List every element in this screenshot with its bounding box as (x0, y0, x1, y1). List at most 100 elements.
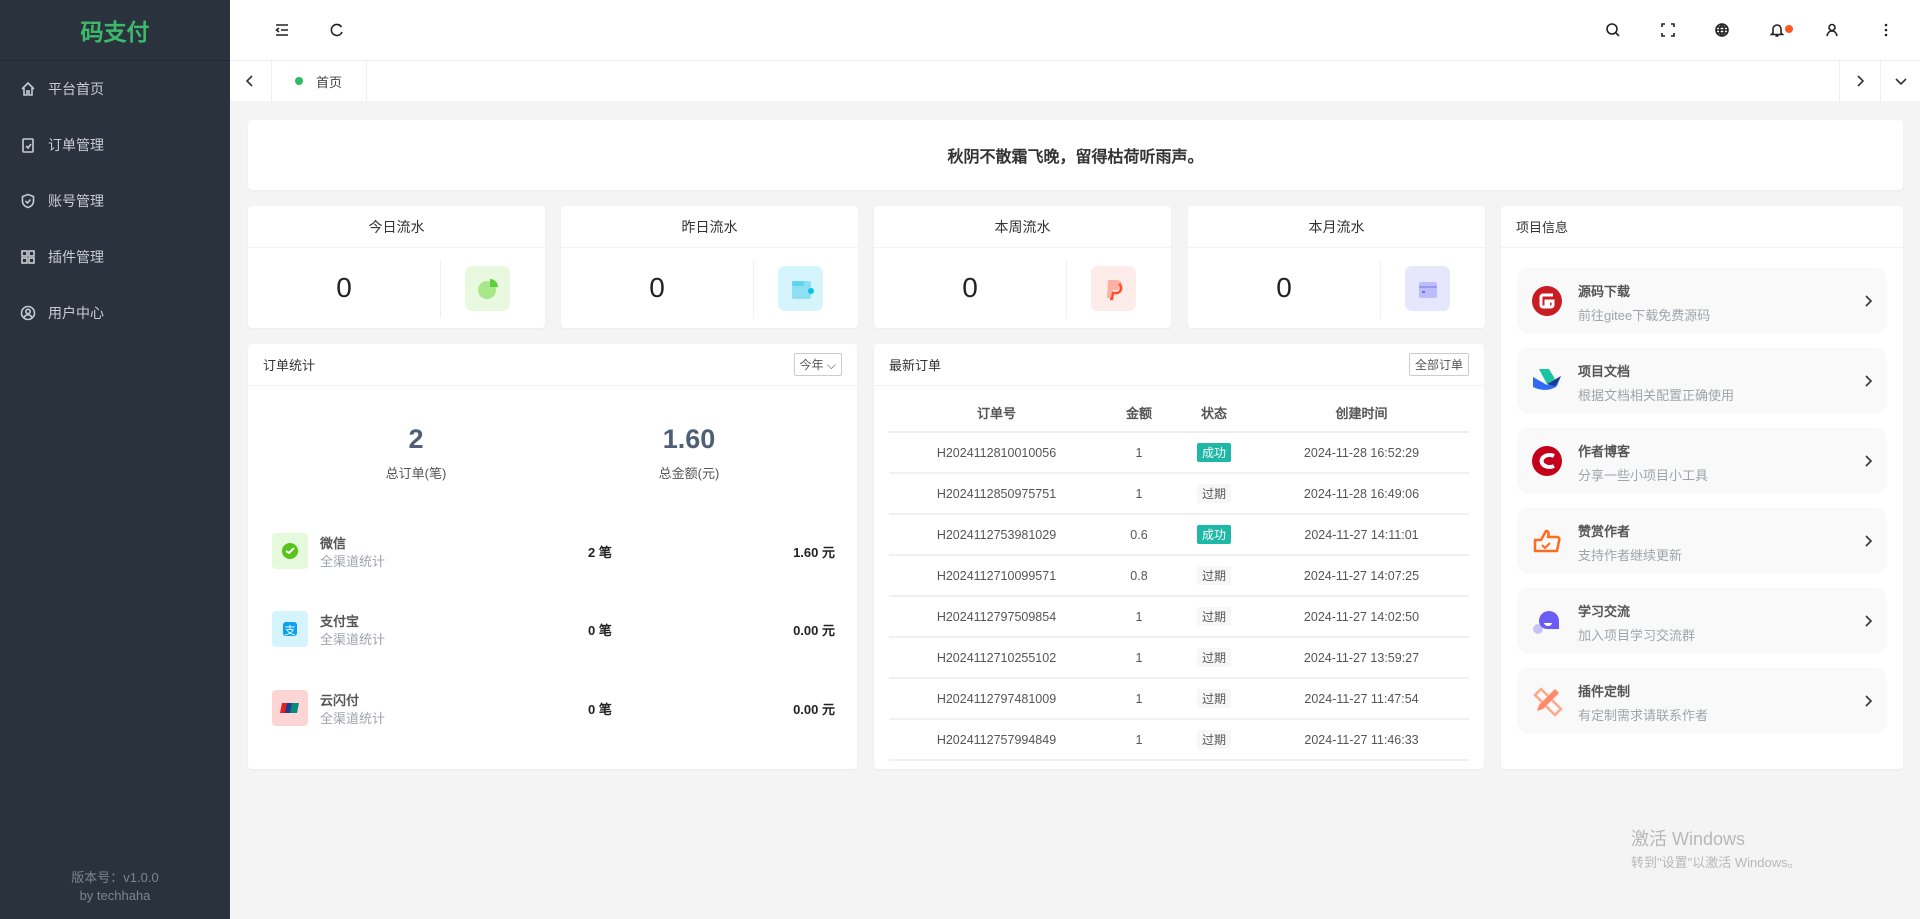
sidebar-item-accounts[interactable]: 账号管理 (0, 173, 230, 229)
order-stats-card: 订单统计 今年 ⌵ 2 总订单(笔) 1.60 总金额(元) 微信 全渠道统计 2 笔 1… (248, 344, 857, 769)
project-item-1[interactable]: 源码下载前往gitee下载免费源码 (1517, 268, 1887, 334)
order-id: H2024112797481009 (889, 678, 1104, 720)
tab-home[interactable]: 首页 (271, 61, 367, 101)
order-id: H2024112797509854 (889, 596, 1104, 638)
globe-icon[interactable] (1712, 20, 1732, 40)
card-icon (1405, 266, 1450, 311)
wechat-icon (272, 533, 308, 569)
column-header: 创建时间 (1254, 394, 1469, 433)
channel-name: 云闪付 (320, 693, 360, 708)
active-dot (295, 77, 303, 85)
bell-icon[interactable] (1767, 20, 1787, 40)
order-status-cell: 过期 (1174, 719, 1254, 761)
chevron-right-icon (1865, 615, 1873, 627)
search-icon[interactable] (1603, 20, 1623, 40)
project-item-5[interactable]: 学习交流 加入项目学习交流群 (1517, 588, 1887, 654)
total-amount: 1.60 总金额(元) (589, 424, 789, 482)
user-icon[interactable] (1822, 20, 1842, 40)
orders-table: 订单号 金额 状态 创建时间 H2024112810010056 1 成功 2024-… (889, 394, 1469, 761)
channel-sub: 全渠道统计 (320, 632, 386, 647)
chevron-right-icon (1856, 75, 1864, 87)
stat-label: 本周流水 (874, 206, 1171, 248)
stat-card-yesterday: 昨日流水 0 (561, 206, 858, 328)
total-orders-value: 2 (408, 424, 424, 454)
paypal-icon (1091, 266, 1136, 311)
chevron-right-icon (1865, 455, 1873, 467)
chevron-right-icon (1865, 695, 1873, 707)
order-amount: 1 (1104, 637, 1174, 679)
menu-fold-icon[interactable] (272, 20, 292, 40)
project-item-desc: 前往gitee下载免费源码 (1578, 308, 1711, 323)
sidebar-item-label: 平台首页 (48, 81, 104, 97)
chevron-down-icon: ⌵ (826, 358, 836, 372)
status-badge: 过期 (1196, 484, 1231, 503)
windows-watermark-subtitle: 转到"设置"以激活 Windows。 (1631, 855, 1801, 870)
status-badge: 过期 (1196, 689, 1231, 708)
fullscreen-icon[interactable] (1658, 20, 1678, 40)
channel-amount: 0.00 元 (793, 702, 835, 717)
order-time: 2024-11-27 13:59:27 (1254, 637, 1469, 679)
table-row: H2024112850975751 1 过期 2024-11-28 16:49:06 (889, 473, 1469, 515)
sidebar-item-plugins[interactable]: 插件管理 (0, 229, 230, 285)
chevron-left-icon (245, 75, 253, 87)
more-vertical-icon[interactable] (1876, 20, 1896, 40)
tabs-scroll-left[interactable] (230, 61, 270, 101)
stat-card-month: 本月流水 0 (1188, 206, 1485, 328)
table-row: H2024112797509854 1 过期 2024-11-27 14:02:50 (889, 596, 1469, 638)
poem-banner: 秋阴不散霜飞晚，留得枯荷听雨声。 (248, 120, 1903, 190)
version-label: 版本号：v1.0.0 (71, 870, 159, 885)
wallet-icon (778, 266, 823, 311)
table-row: H2024112753981029 0.6 成功 2024-11-27 14:11:0… (889, 514, 1469, 556)
tabs-scroll-right[interactable] (1839, 61, 1879, 101)
project-item-3[interactable]: 作者博客 分享一些小项目小工具 (1517, 428, 1887, 494)
order-status-cell: 过期 (1174, 596, 1254, 638)
channel-name: 微信 (320, 536, 347, 551)
notification-dot (1785, 25, 1793, 33)
order-time: 2024-11-28 16:52:29 (1254, 432, 1469, 474)
project-item-2[interactable]: 项目文档 根据文档相关配置正确使用 (1517, 348, 1887, 414)
channel-amount: 0.00 元 (793, 623, 835, 638)
order-status-cell: 过期 (1174, 473, 1254, 515)
sidebar-item-user-center[interactable]: 用户中心 (0, 285, 230, 341)
status-badge: 过期 (1196, 566, 1231, 585)
status-badge: 过期 (1196, 607, 1231, 626)
status-badge: 成功 (1196, 525, 1231, 544)
order-time: 2024-11-27 11:47:54 (1254, 678, 1469, 720)
sidebar-item-home[interactable]: 平台首页 (0, 61, 230, 117)
stat-value: 0 (649, 272, 665, 303)
order-id: H2024112810010056 (889, 432, 1104, 474)
total-orders: 2 总订单(笔) (316, 424, 516, 482)
sidebar-item-label: 订单管理 (48, 137, 104, 153)
project-item-4[interactable]: 赞赏作者 支持作者继续更新 (1517, 508, 1887, 574)
sidebar-item-orders[interactable]: 订单管理 (0, 117, 230, 173)
stat-label: 昨日流水 (561, 206, 858, 248)
order-amount: 0.8 (1104, 555, 1174, 597)
table-row: H2024112757994849 1 过期 2024-11-27 11:46:33 (889, 719, 1469, 761)
table-row: H2024112710099571 0.8 过期 2024-11-27 14:07:2… (889, 555, 1469, 597)
grid-icon (21, 250, 35, 264)
project-item-6[interactable]: 插件定制 有定制需求请联系作者 (1517, 668, 1887, 734)
author-label: by techhaha (79, 888, 151, 903)
project-item-desc: 根据文档相关配置正确使用 (1578, 388, 1735, 403)
svg-text:支: 支 (285, 624, 296, 637)
order-time: 2024-11-27 14:02:50 (1254, 596, 1469, 638)
table-row: H2024112710255102 1 过期 2024-11-27 13:59:27 (889, 637, 1469, 679)
channel-name: 支付宝 (320, 614, 360, 629)
home-icon (21, 81, 35, 96)
tabs-dropdown[interactable] (1880, 61, 1920, 101)
order-id: H2024112753981029 (889, 514, 1104, 556)
chevron-right-icon (1865, 535, 1873, 547)
order-status-cell: 成功 (1174, 514, 1254, 556)
all-orders-button[interactable]: 全部订单 (1408, 353, 1469, 376)
project-item-title: 作者博客 (1578, 444, 1631, 459)
refresh-icon[interactable] (327, 20, 347, 40)
stat-value: 0 (962, 272, 978, 303)
period-select[interactable]: 今年 ⌵ (793, 353, 842, 376)
table-row: H2024112797481009 1 过期 2024-11-27 11:47:54 (889, 678, 1469, 720)
total-orders-label: 总订单(笔) (385, 466, 447, 481)
channel-sub: 全渠道统计 (320, 554, 386, 569)
total-amount-value: 1.60 (662, 424, 716, 454)
project-item-title: 赞赏作者 (1578, 524, 1631, 539)
order-id: H2024112757994849 (889, 719, 1104, 761)
project-item-title: 源码下载 (1578, 284, 1631, 299)
